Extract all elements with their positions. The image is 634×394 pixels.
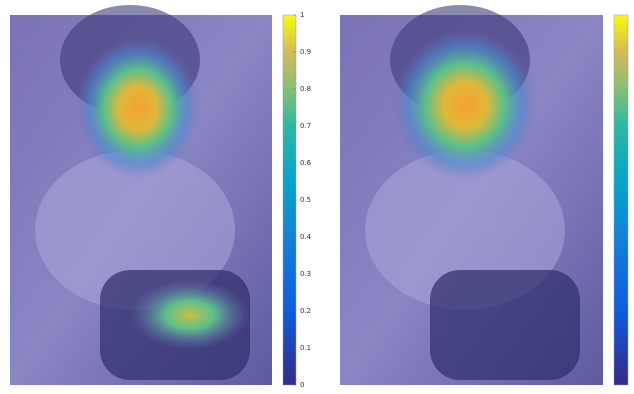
colorbar-tick-label: 0.8	[300, 85, 311, 93]
colorbar-tick-label: 0.7	[300, 122, 311, 130]
colorbar-tick-label: 0.9	[300, 48, 311, 56]
left-image	[10, 5, 272, 385]
right-image	[340, 5, 603, 385]
colorbar-tick-label: 1	[300, 11, 304, 19]
colorbar-tick-label: 0	[300, 381, 304, 389]
colorbar	[614, 15, 628, 385]
colorbar-tick-label: 0.4	[300, 233, 312, 241]
figure: 0 0.1 0.2 0.3 0.4 0.5 0.6 0.7 0.8 0.9 1	[0, 0, 634, 390]
colorbar-tick-label: 0.2	[300, 307, 311, 315]
colorbar-tick-label: 0.5	[300, 196, 311, 204]
colorbar-tick-label: 0.3	[300, 270, 311, 278]
colorbar-tick-label: 0.1	[300, 344, 311, 352]
colorbar-tick-label: 0.6	[300, 159, 312, 167]
